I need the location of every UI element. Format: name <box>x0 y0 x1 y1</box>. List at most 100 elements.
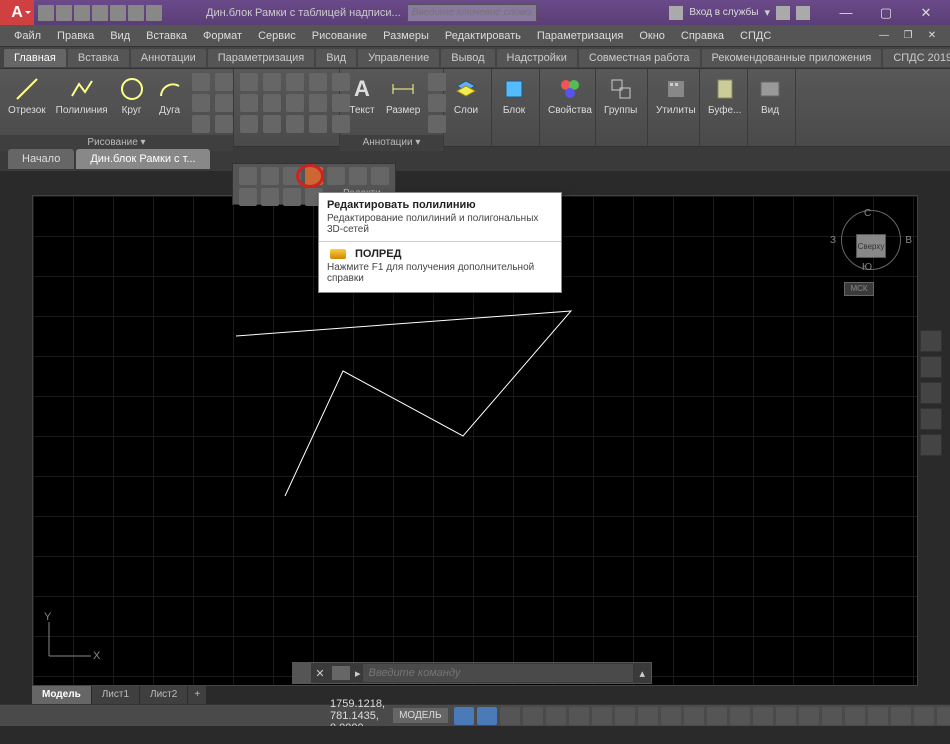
tool-circle[interactable]: Круг <box>116 73 148 118</box>
tool-fillet[interactable] <box>286 94 304 112</box>
toggle-dynamic[interactable] <box>592 707 612 725</box>
layout-sheet2[interactable]: Лист2 <box>140 686 187 706</box>
menu-insert[interactable]: Вставка <box>138 27 195 45</box>
tab-view[interactable]: Вид <box>316 49 356 67</box>
menu-spds[interactable]: СПДС <box>732 27 779 45</box>
menu-tools[interactable]: Сервис <box>250 27 304 45</box>
tool-properties[interactable]: Свойства <box>546 73 594 118</box>
toggle-clean[interactable] <box>914 707 934 725</box>
toggle-lwt[interactable] <box>615 707 635 725</box>
toggle-osnap[interactable] <box>546 707 566 725</box>
toggle-transparency[interactable] <box>638 707 658 725</box>
menu-dim[interactable]: Размеры <box>375 27 437 45</box>
toggle-selection[interactable] <box>730 707 750 725</box>
extra-tool-5[interactable] <box>327 167 345 185</box>
tool-arc[interactable]: Дуга <box>154 73 186 118</box>
layout-add[interactable]: + <box>188 686 206 706</box>
search-input[interactable] <box>407 4 537 22</box>
toggle-annomonitor[interactable] <box>776 707 796 725</box>
tab-featured[interactable]: Рекомендованные приложения <box>702 49 882 67</box>
tool-region[interactable] <box>215 115 233 133</box>
tool-array[interactable] <box>286 115 304 133</box>
tool-stretch[interactable] <box>240 115 258 133</box>
tab-collab[interactable]: Совместная работа <box>579 49 700 67</box>
extra-tool-7[interactable] <box>371 167 389 185</box>
toggle-gizmo[interactable] <box>753 707 773 725</box>
menu-format[interactable]: Формат <box>195 27 250 45</box>
menu-file[interactable]: Файл <box>6 27 49 45</box>
tool-group[interactable]: Группы <box>602 73 639 118</box>
cmdline-grip[interactable] <box>293 663 311 683</box>
qat-save-icon[interactable] <box>74 5 90 21</box>
toggle-dyn-ucs[interactable] <box>707 707 727 725</box>
toggle-otrack[interactable] <box>569 707 589 725</box>
tool-ellipse[interactable] <box>215 73 233 91</box>
cmdline-close-icon[interactable]: ✕ <box>311 667 329 680</box>
signin-link[interactable]: Вход в службы <box>689 7 758 18</box>
command-input[interactable] <box>363 664 634 682</box>
layout-sheet1[interactable]: Лист1 <box>92 686 139 706</box>
toggle-ortho[interactable] <box>500 707 520 725</box>
tool-text[interactable]: A Текст <box>346 73 378 118</box>
tool-polyline[interactable]: Полилиния <box>54 73 110 118</box>
close-button[interactable]: ✕ <box>906 0 946 25</box>
qat-open-icon[interactable] <box>56 5 72 21</box>
menu-help[interactable]: Справка <box>673 27 732 45</box>
qat-saveas-icon[interactable] <box>92 5 108 21</box>
toggle-units[interactable] <box>799 707 819 725</box>
tab-output[interactable]: Вывод <box>441 49 494 67</box>
nav-zoom-icon[interactable] <box>920 382 942 404</box>
extra-tool-10[interactable] <box>283 188 301 206</box>
infocenter-icon[interactable] <box>669 6 683 20</box>
tab-insert[interactable]: Вставка <box>68 49 129 67</box>
tool-spline[interactable] <box>215 94 233 112</box>
doc-restore-button[interactable]: ❐ <box>896 27 920 45</box>
extra-tool-6[interactable] <box>349 167 367 185</box>
tool-extend[interactable] <box>309 73 327 91</box>
tool-scale[interactable] <box>263 115 281 133</box>
tool-line[interactable]: Отрезок <box>6 73 48 118</box>
tool-clipboard[interactable]: Буфе... <box>706 73 743 118</box>
tab-start[interactable]: Начало <box>8 149 74 169</box>
tool-trim[interactable] <box>286 73 304 91</box>
tool-rotate[interactable] <box>263 73 281 91</box>
nav-pan-icon[interactable] <box>920 356 942 378</box>
cmdline-recent-icon[interactable] <box>332 666 350 680</box>
tab-current-doc[interactable]: Дин.блок Рамки с т... <box>76 149 209 169</box>
toggle-grid[interactable] <box>454 707 474 725</box>
toggle-cycling[interactable] <box>661 707 681 725</box>
toggle-3dosnap[interactable] <box>684 707 704 725</box>
menu-window[interactable]: Окно <box>631 27 673 45</box>
extra-tool-3[interactable] <box>283 167 301 185</box>
maximize-button[interactable]: ▢ <box>866 0 906 25</box>
menu-modify[interactable]: Редактировать <box>437 27 529 45</box>
panel-annot-label[interactable]: Аннотации ▾ <box>340 135 443 151</box>
menu-view[interactable]: Вид <box>102 27 138 45</box>
doc-minimize-button[interactable]: — <box>872 27 896 45</box>
tab-addins[interactable]: Надстройки <box>497 49 577 67</box>
menu-draw[interactable]: Рисование <box>304 27 375 45</box>
tool-copy[interactable] <box>240 94 258 112</box>
tool-utilities[interactable]: Утилиты <box>654 73 698 118</box>
toggle-snap[interactable] <box>477 707 497 725</box>
tab-home[interactable]: Главная <box>4 49 66 67</box>
tool-block[interactable]: Блок <box>498 73 530 118</box>
menu-edit[interactable]: Правка <box>49 27 102 45</box>
tool-hatch[interactable] <box>192 94 210 112</box>
tab-annotate[interactable]: Аннотации <box>131 49 206 67</box>
app-menu-button[interactable]: A <box>0 0 34 25</box>
toggle-hardware[interactable] <box>891 707 911 725</box>
tool-rect[interactable] <box>192 73 210 91</box>
tool-pedit[interactable] <box>305 167 323 185</box>
menu-param[interactable]: Параметризация <box>529 27 631 45</box>
tab-spds2019[interactable]: СПДС 2019 <box>883 49 950 67</box>
tool-layers[interactable]: Слои <box>450 73 482 118</box>
extra-tool-9[interactable] <box>261 188 279 206</box>
tool-mirror[interactable] <box>263 94 281 112</box>
tool-view[interactable]: Вид <box>754 73 786 118</box>
toggle-polar[interactable] <box>523 707 543 725</box>
qat-new-icon[interactable] <box>38 5 54 21</box>
tool-move[interactable] <box>240 73 258 91</box>
extra-tool-1[interactable] <box>239 167 257 185</box>
tool-dimension[interactable]: Размер <box>384 73 422 118</box>
